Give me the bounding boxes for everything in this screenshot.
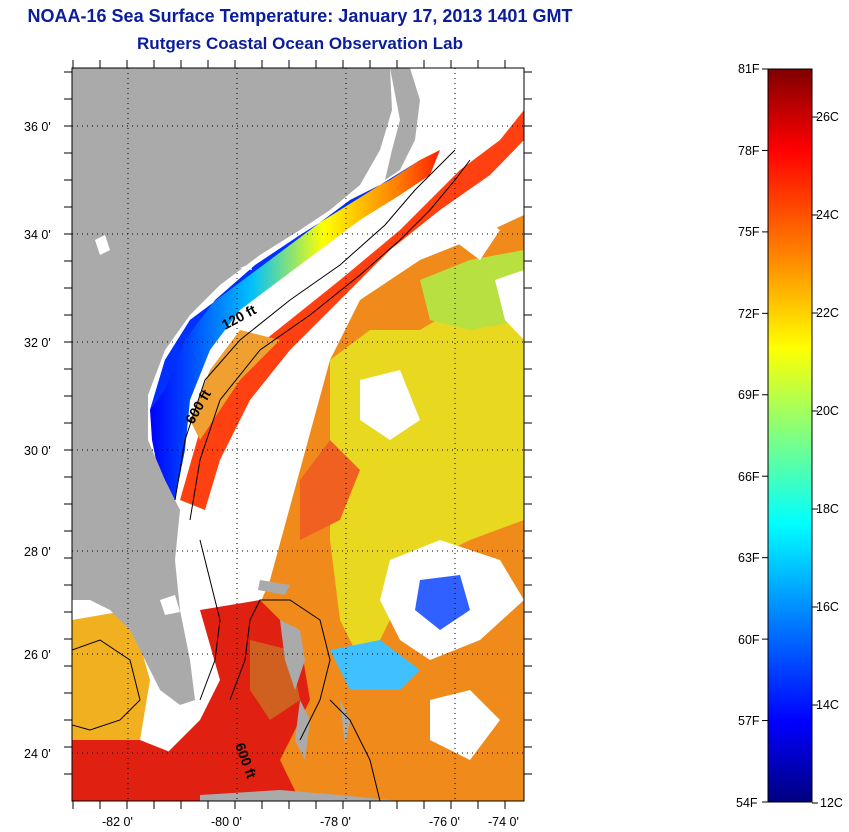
cbar-f-72: 72F — [738, 307, 760, 321]
map-title: NOAA-16 Sea Surface Temperature: January… — [27, 6, 573, 26]
lon-label-80: -80 0' — [211, 815, 242, 829]
lat-label-34: 34 0' — [24, 228, 51, 242]
contour-600ft — [189, 159, 471, 521]
lat-label-36: 36 0' — [24, 120, 51, 134]
lat-label-24: 24 0' — [24, 747, 51, 761]
lat-label-30: 30 0' — [24, 444, 51, 458]
cbar-c-14: 14C — [816, 698, 839, 712]
graticule — [72, 68, 524, 801]
cbar-f-81: 81F — [738, 62, 760, 76]
cold-coastal-band — [150, 150, 440, 500]
cbar-c-16: 16C — [816, 600, 839, 614]
lon-label-78: -78 0' — [320, 815, 351, 829]
cbar-f-78: 78F — [738, 144, 760, 158]
cbar-c-24: 24C — [816, 208, 839, 222]
cbar-f-60: 60F — [738, 633, 760, 647]
lon-label-82: -82 0' — [102, 815, 133, 829]
land-cuba — [200, 790, 400, 801]
colorbar-ticks — [762, 68, 818, 804]
cbar-f-75: 75F — [738, 225, 760, 239]
cbar-c-22: 22C — [816, 306, 839, 320]
cbar-c-26: 26C — [816, 110, 839, 124]
lat-label-32: 32 0' — [24, 336, 51, 350]
lon-label-74: -74 0' — [488, 815, 519, 829]
cbar-f-66: 66F — [738, 470, 760, 484]
map-subtitle: Rutgers Coastal Ocean Observation Lab — [137, 34, 463, 53]
map-frame — [71, 67, 525, 802]
lon-label-76: -76 0' — [429, 815, 460, 829]
cbar-c-18: 18C — [816, 502, 839, 516]
sst-image — [72, 68, 524, 801]
axis-ticks — [64, 60, 532, 809]
gulf-stream — [180, 110, 524, 510]
cbar-f-57: 57F — [738, 714, 760, 728]
lat-label-26: 26 0' — [24, 648, 51, 662]
land-mainland — [72, 68, 392, 705]
cbar-f-54: 54F — [736, 796, 758, 810]
land-bahamas — [258, 580, 350, 760]
cbar-f-69: 69F — [738, 388, 760, 402]
contour-120ft — [174, 149, 456, 501]
lat-label-28: 28 0' — [24, 545, 51, 559]
land-outer-banks — [385, 68, 420, 180]
cbar-c-12: 12C — [820, 796, 843, 810]
cbar-f-63: 63F — [738, 551, 760, 565]
cbar-c-20: 20C — [816, 404, 839, 418]
colorbar — [767, 68, 813, 803]
